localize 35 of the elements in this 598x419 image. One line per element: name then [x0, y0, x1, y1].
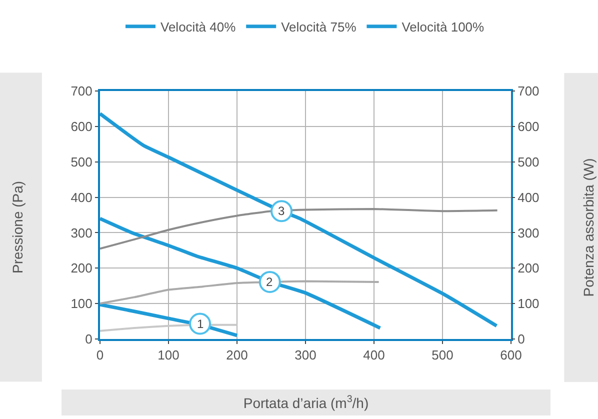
y2-tick-label: 400	[518, 190, 540, 205]
y-tick-label: 700	[70, 84, 92, 99]
y-tick-label: 100	[70, 296, 92, 312]
y-tick-label: 500	[70, 154, 92, 170]
y2-tick-label: 700	[518, 84, 540, 99]
line-series	[100, 216, 382, 330]
line-series	[100, 302, 239, 338]
y-tick-label: 400	[70, 190, 92, 205]
line-series	[100, 112, 498, 328]
x-tick-label: 600	[500, 348, 522, 363]
y-tick-label: 0	[85, 332, 92, 347]
y2-tick-label: 600	[518, 118, 540, 134]
y2-tick-label: 100	[518, 296, 540, 312]
x-tick-label: 200	[226, 348, 248, 363]
x-tick-label: 400	[363, 348, 385, 363]
y-axis-title: Pressione (Pa)	[9, 180, 26, 274]
x-tick-label: 500	[432, 348, 454, 363]
legend-label: Velocità 40%	[160, 19, 236, 34]
x-tick-label: 300	[294, 348, 316, 363]
y2-tick-label: 0	[518, 332, 525, 347]
y2-tick-label: 500	[518, 154, 540, 170]
y-tick-label: 300	[70, 225, 92, 240]
legend-label: Velocità 75%	[281, 19, 357, 34]
x-axis-title: Portata d’aria (m$^{3}$/h)	[243, 394, 369, 411]
annotation: 2	[266, 275, 273, 289]
y-tick-label: 600	[70, 118, 92, 134]
y2-axis-title: Potenza assorbita (W)	[580, 158, 597, 297]
annotation: 3	[278, 204, 285, 218]
legend-label: Velocità 100%	[402, 19, 485, 34]
x-tick-label: 100	[158, 348, 180, 363]
y2-tick-label: 200	[518, 260, 540, 276]
y2-tick-label: 300	[518, 225, 540, 240]
y-tick-label: 200	[70, 260, 92, 276]
annotation: 1	[197, 317, 204, 331]
x-tick-label: 0	[96, 348, 104, 363]
